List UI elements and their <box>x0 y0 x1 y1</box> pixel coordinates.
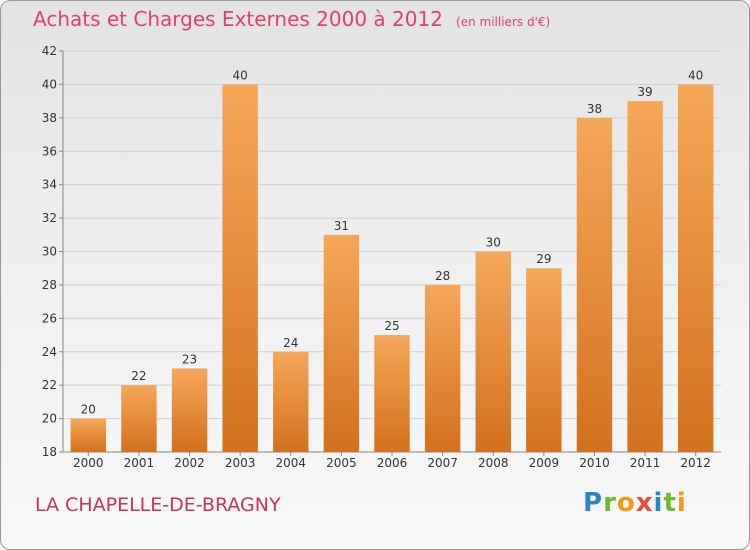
data-label: 23 <box>182 352 197 366</box>
bar <box>121 385 157 452</box>
bar <box>627 101 663 452</box>
logo-letter: x <box>635 488 654 518</box>
y-tick-label: 18 <box>42 445 57 459</box>
data-label: 38 <box>587 102 602 116</box>
data-label: 25 <box>384 319 399 333</box>
bar <box>475 251 511 452</box>
x-tick-label: 2012 <box>680 456 711 470</box>
y-tick-label: 32 <box>42 211 57 225</box>
y-tick-label: 28 <box>42 278 57 292</box>
y-tick-label: 42 <box>42 44 57 58</box>
data-label: 22 <box>131 369 146 383</box>
logo-letter: P <box>583 488 604 518</box>
x-tick-label: 2001 <box>124 456 155 470</box>
y-tick-label: 36 <box>42 144 57 158</box>
y-tick-label: 20 <box>42 412 57 426</box>
x-tick-label: 2000 <box>73 456 104 470</box>
x-tick-label: 2008 <box>478 456 509 470</box>
data-label: 39 <box>637 85 652 99</box>
logo-letter: i <box>676 488 687 518</box>
data-label: 29 <box>536 252 551 266</box>
x-tick-label: 2003 <box>225 456 256 470</box>
logo-letter: i <box>653 488 664 518</box>
data-label: 30 <box>486 236 501 250</box>
x-tick-label: 2010 <box>579 456 610 470</box>
x-tick-label: 2007 <box>427 456 458 470</box>
bar <box>526 268 562 452</box>
x-tick-label: 2005 <box>326 456 357 470</box>
x-tick-label: 2002 <box>174 456 205 470</box>
commune-name: LA CHAPELLE-DE-BRAGNY <box>35 494 281 516</box>
bar <box>171 368 208 452</box>
x-tick-label: 2009 <box>529 456 560 470</box>
data-label: 40 <box>233 68 248 82</box>
data-label: 28 <box>435 269 450 283</box>
y-tick-label: 26 <box>42 311 57 325</box>
y-tick-label: 40 <box>42 77 57 91</box>
bars <box>70 84 714 453</box>
labels: 18 20 22 24 26 28 30 32 34 36 38 40 42 20 2000 22 2001 23… <box>42 44 711 470</box>
data-label: 40 <box>688 68 703 82</box>
bar <box>576 117 613 452</box>
y-tick-label: 24 <box>42 345 57 359</box>
chart-subtitle: (en milliers d'€) <box>456 15 551 29</box>
data-label: 24 <box>283 336 298 350</box>
bar <box>677 84 714 453</box>
chart-title: Achats et Charges Externes 2000 à 2012 <box>33 7 443 31</box>
y-tick-label: 34 <box>42 178 57 192</box>
bar <box>222 84 258 453</box>
logo-letter: o <box>616 488 636 518</box>
bar <box>424 284 461 452</box>
bar <box>374 335 410 452</box>
logo-letter: r <box>603 488 617 518</box>
x-tick-label: 2004 <box>275 456 306 470</box>
logo-letter: t <box>663 488 677 518</box>
y-tick-label: 38 <box>42 111 57 125</box>
y-tick-label: 22 <box>42 378 57 392</box>
title-line: Achats et Charges Externes 2000 à 2012 (… <box>33 7 550 31</box>
bar <box>70 418 107 452</box>
bar <box>323 234 360 452</box>
x-tick-label: 2006 <box>377 456 408 470</box>
y-tick-label: 30 <box>42 245 57 259</box>
data-label: 20 <box>81 403 96 417</box>
bar <box>273 351 309 452</box>
proxiti-logo[interactable]: Proxiti <box>583 488 687 518</box>
x-tick-label: 2011 <box>630 456 661 470</box>
data-label: 31 <box>334 219 349 233</box>
